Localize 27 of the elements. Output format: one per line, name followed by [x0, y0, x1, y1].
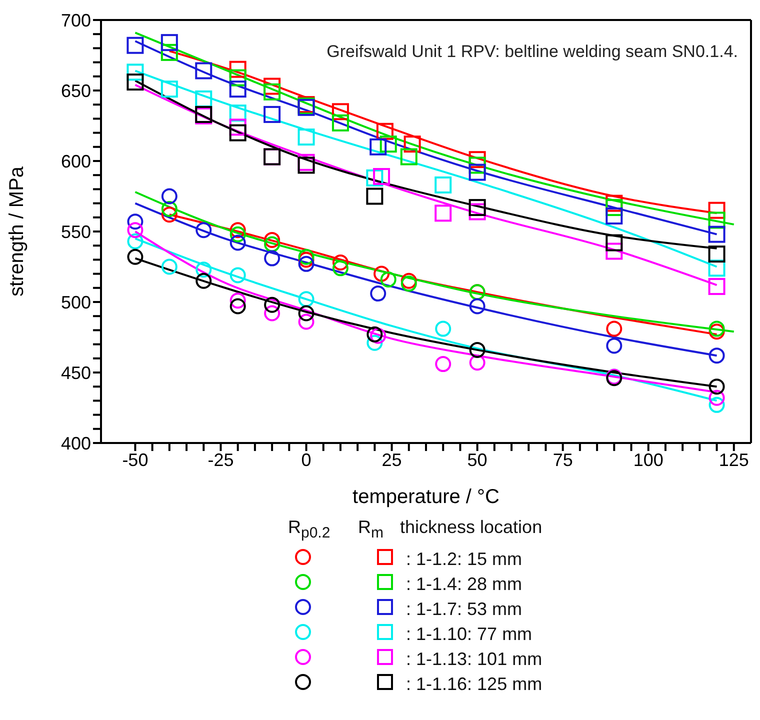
- x-tick-label: 75: [552, 450, 573, 470]
- y-tick-label: 650: [60, 80, 91, 101]
- legend-label: : 1-1.2: 15 mm: [406, 549, 522, 570]
- x-tick-label: 125: [718, 450, 749, 470]
- legend-label: : 1-1.13: 101 mm: [406, 649, 542, 670]
- legend-label: : 1-1.10: 77 mm: [406, 624, 532, 645]
- text: R$_{m}$: [358, 517, 384, 542]
- x-axis-title: temperature / °C: [352, 486, 500, 508]
- y-tick-label: 550: [60, 222, 91, 242]
- legend-label: : 1-1.7: 53 mm: [406, 599, 522, 620]
- text: Greifswald Unit 1 RPV: beltline welding seam SN0.1.4.: [326, 42, 738, 62]
- y-tick-label: 600: [60, 151, 91, 172]
- y-tick-label: 500: [60, 292, 91, 312]
- y-tick-label: 450: [60, 362, 91, 383]
- x-tick-label: 100: [633, 450, 664, 470]
- x-tick-label: 25: [382, 450, 402, 470]
- legend-label: : 1-1.16: 125 mm: [406, 674, 542, 695]
- y-axis-title: strength / MPa: [6, 166, 28, 297]
- x-tick-label: 50: [467, 450, 488, 470]
- y-tick-label: 400: [60, 433, 91, 454]
- x-tick-label: -25: [208, 450, 234, 470]
- x-tick-label: 0: [301, 450, 312, 470]
- x-tick-label: -50: [122, 450, 148, 470]
- y-tick-label: 700: [60, 10, 91, 30]
- legend-title: thickness location: [400, 517, 542, 538]
- legend-label: : 1-1.4: 28 mm: [406, 574, 522, 595]
- text: R$_{p0.2}$: [288, 517, 332, 542]
